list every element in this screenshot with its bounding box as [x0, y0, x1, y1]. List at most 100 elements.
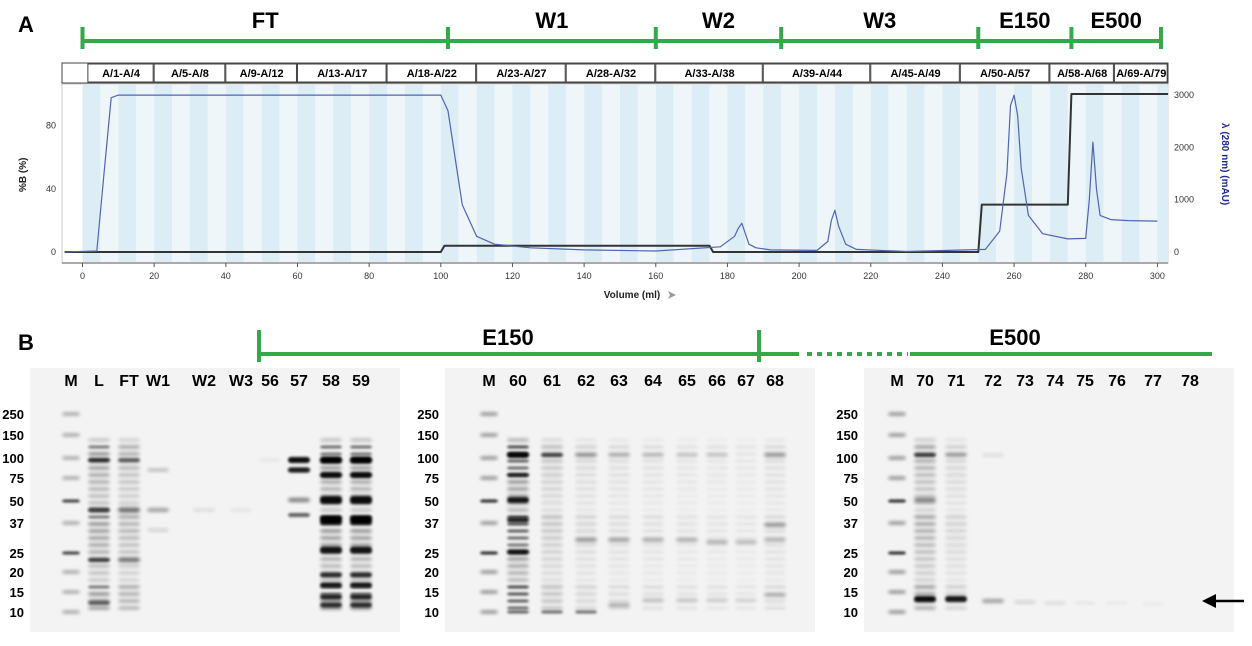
gel-band	[764, 599, 786, 603]
gel-band	[642, 459, 664, 463]
gel-band	[676, 445, 698, 449]
gel-band	[914, 578, 936, 582]
gel-band	[575, 494, 597, 498]
gel-band	[350, 487, 372, 491]
gel-band	[676, 578, 698, 582]
fraction-stripe	[978, 85, 997, 262]
gel-band	[320, 473, 342, 477]
fraction-label: A/13-A/17	[317, 68, 367, 80]
gel-band	[350, 459, 372, 463]
gel-band	[706, 445, 728, 449]
x-tick-label: 200	[792, 271, 807, 281]
gel-band	[914, 498, 936, 502]
fraction-stripe	[1049, 85, 1068, 262]
fraction-stripe	[924, 85, 943, 262]
gel-band	[888, 456, 906, 460]
gel-lane-label: 57	[290, 373, 308, 390]
gel-lane-label: M	[64, 373, 77, 390]
fraction-label: A/9-A/12	[240, 68, 284, 80]
gel-band	[914, 564, 936, 568]
gel-band	[764, 487, 786, 491]
fraction-stripe	[494, 85, 513, 262]
mw-marker-label: 20	[425, 565, 439, 580]
gel-band	[642, 529, 664, 533]
gel-band	[914, 508, 936, 512]
x-tick-label: 180	[720, 271, 735, 281]
gel-band	[914, 571, 936, 575]
gel-band	[735, 439, 757, 442]
gel-band	[507, 517, 529, 523]
gel-band	[914, 596, 936, 602]
gel-band	[541, 564, 563, 568]
gel-band	[118, 494, 140, 498]
fraction-stripe	[888, 85, 907, 262]
gel-lane-label: 71	[947, 373, 965, 390]
gel-band	[88, 550, 110, 554]
fraction-stripe	[100, 85, 119, 262]
gel-band	[541, 487, 563, 491]
gel-band	[642, 508, 664, 512]
gel-band	[676, 494, 698, 498]
fraction-stripe	[351, 85, 370, 262]
gel-band	[320, 543, 342, 547]
gel-band	[320, 452, 342, 456]
y-axis-left-title: %B (%)	[18, 158, 29, 192]
y-left-tick-label: 40	[46, 184, 56, 194]
fraction-stripes	[82, 85, 1169, 262]
gel-band	[320, 536, 342, 540]
gel-band	[945, 494, 967, 498]
gel-band	[118, 480, 140, 484]
gel-band	[118, 466, 140, 470]
fraction-stripe	[619, 85, 638, 262]
gel-band	[764, 453, 786, 457]
gel-lane-label: 61	[543, 373, 561, 390]
gel-band	[914, 536, 936, 540]
gel-band	[764, 508, 786, 512]
gel-band	[350, 606, 372, 610]
mw-marker-label: 75	[425, 471, 439, 486]
gel-band	[507, 585, 529, 589]
gel-band	[480, 456, 498, 460]
gel-band	[706, 536, 728, 540]
fraction-stripe	[225, 85, 244, 262]
gel-band	[62, 499, 80, 503]
gel-band	[945, 487, 967, 491]
gel-band	[914, 550, 936, 554]
gel-band	[350, 564, 372, 568]
gel-band	[350, 501, 372, 505]
gel-band	[706, 439, 728, 442]
gel-band	[507, 497, 529, 503]
gel-band	[888, 476, 906, 480]
gel-band	[642, 501, 664, 505]
gel-band	[945, 522, 967, 526]
gel-band	[480, 499, 498, 503]
gel-band	[88, 494, 110, 498]
gel-band	[118, 571, 140, 575]
gel-band	[608, 487, 630, 491]
gel-band	[507, 466, 529, 470]
gel-band	[88, 578, 110, 582]
fraction-label: A/28-A/32	[586, 68, 636, 80]
gel-band	[88, 501, 110, 505]
gel-band	[642, 578, 664, 582]
gel-band	[575, 438, 597, 442]
mw-marker-label: 100	[836, 451, 858, 466]
gel-band	[350, 529, 372, 533]
fraction-stripe	[476, 85, 495, 262]
gel-band	[642, 557, 664, 561]
gel-band	[914, 473, 936, 477]
gel-band	[575, 487, 597, 491]
gel-band	[88, 529, 110, 533]
gel-band	[320, 522, 342, 526]
gel-band	[320, 602, 342, 608]
gel-band	[706, 466, 728, 470]
gel-band	[676, 522, 698, 526]
gel-band	[288, 513, 310, 517]
gel-band	[541, 606, 563, 610]
gel-band	[706, 487, 728, 491]
gel-band	[350, 536, 372, 540]
gel-band	[62, 551, 80, 555]
gel-band	[642, 522, 664, 526]
gel-band	[320, 480, 342, 484]
mw-marker-label: 20	[10, 565, 24, 580]
